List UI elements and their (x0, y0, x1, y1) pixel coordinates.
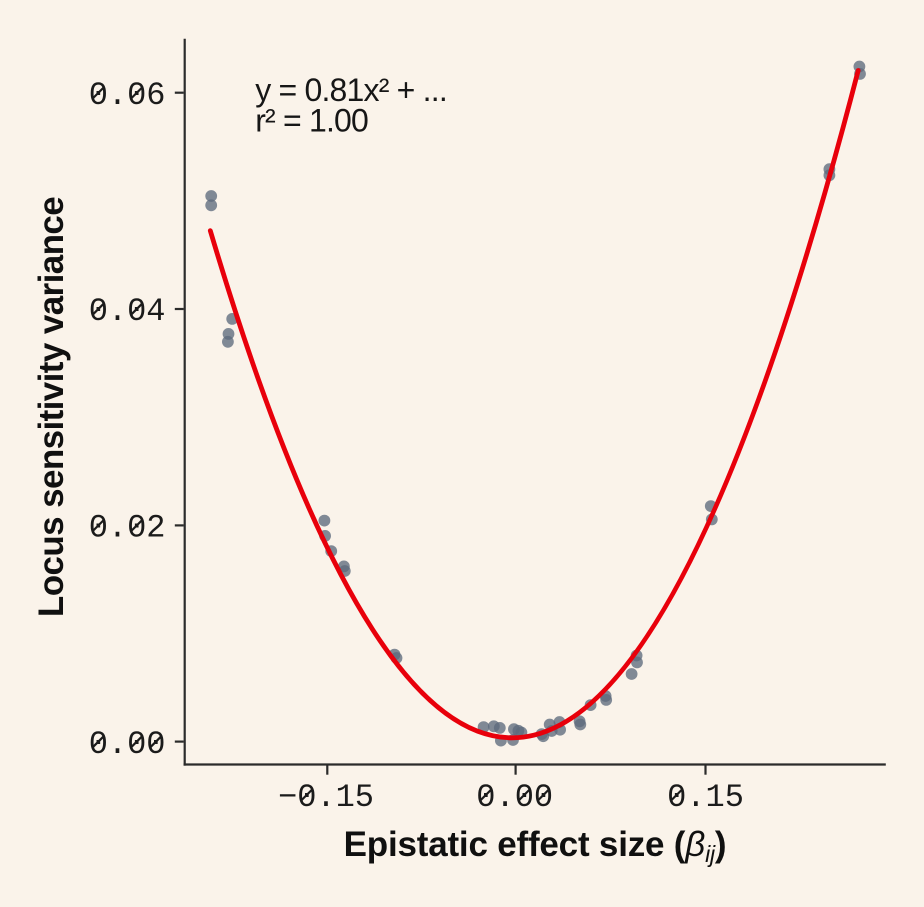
svg-text:y = 0.81x² + ...: y = 0.81x² + ... (255, 72, 447, 108)
svg-text:r² = 1.00: r² = 1.00 (255, 103, 368, 139)
svg-text:Epistatic effect size (βij): Epistatic effect size (βij) (344, 825, 727, 867)
svg-text:0.02: 0.02 (89, 510, 166, 547)
svg-text:0.06: 0.06 (89, 77, 166, 114)
svg-text:−0.15: −0.15 (278, 779, 374, 816)
svg-text:0.04: 0.04 (89, 293, 166, 330)
svg-text:Locus sensitivity variance: Locus sensitivity variance (32, 197, 71, 617)
svg-text:0.15: 0.15 (667, 779, 744, 816)
